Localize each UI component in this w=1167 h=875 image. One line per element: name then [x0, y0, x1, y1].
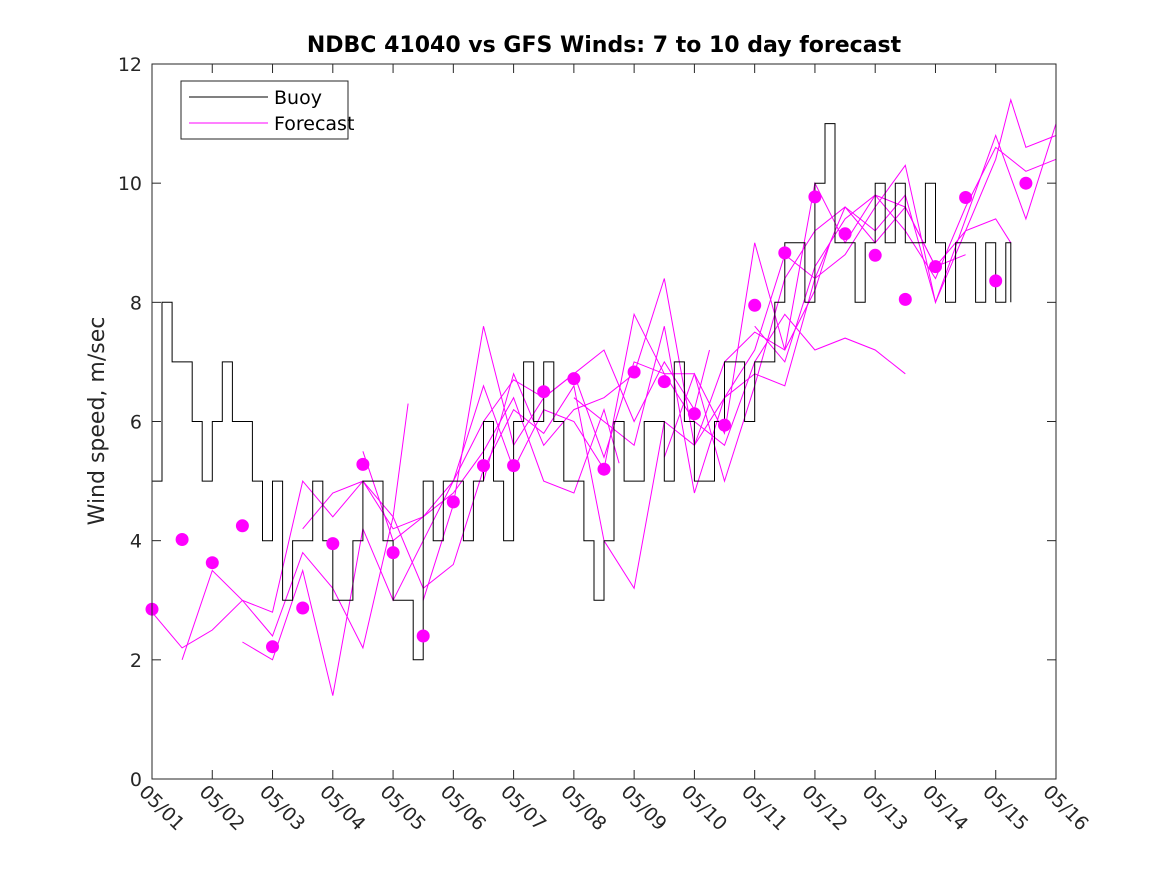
forecast-marker-8 [356, 457, 370, 471]
y-tick-label: 4 [130, 531, 142, 553]
forecast-marker-18 [657, 375, 671, 389]
forecast-line-10 [754, 97, 1057, 363]
forecast-marker-4 [235, 519, 249, 533]
forecast-marker-27 [929, 260, 942, 274]
forecast-marker-15 [567, 372, 581, 386]
forecast-marker-26 [898, 292, 912, 306]
chart-title: NDBC 41040 vs GFS Winds: 7 to 10 day for… [307, 33, 902, 58]
y-tick-label: 6 [130, 412, 142, 434]
legend-forecast-label: Forecast [274, 113, 354, 135]
forecast-marker-12 [477, 459, 490, 473]
forecast-marker-29 [989, 274, 1003, 288]
forecast-marker-9 [386, 546, 400, 560]
forecast-marker-5 [266, 640, 279, 654]
y-tick-label: 8 [130, 292, 142, 314]
forecast-marker-11 [446, 495, 460, 509]
forecast-line-1 [151, 403, 409, 650]
buoy-line [152, 123, 1012, 661]
forecast-marker-3 [205, 556, 219, 570]
forecast-line-4 [302, 242, 831, 590]
forecast-marker-21 [748, 298, 762, 312]
forecast-marker-14 [537, 385, 551, 399]
legend-box [180, 80, 349, 140]
forecast-marker-2 [175, 533, 189, 546]
forecast-marker-17 [627, 365, 641, 379]
forecast-marker-25 [868, 248, 882, 262]
y-tick-label: 2 [130, 650, 142, 672]
forecast-marker-20 [718, 418, 731, 432]
forecast-line-9 [663, 146, 1057, 458]
legend-buoy-label: Buoy [274, 87, 322, 109]
forecast-marker-28 [959, 191, 973, 204]
forecast-marker-30 [1019, 176, 1033, 190]
y-tick-label: 10 [118, 173, 142, 195]
forecast-marker-24 [838, 227, 852, 241]
forecast-marker-6 [296, 601, 310, 615]
forecast-marker-19 [687, 407, 701, 421]
forecast-marker-10 [416, 629, 430, 643]
y-tick-label: 0 [130, 769, 142, 791]
forecast-marker-23 [808, 190, 822, 204]
series-layer [145, 97, 1057, 696]
forecast-marker-16 [597, 462, 611, 476]
y-tick-label: 12 [118, 54, 142, 76]
forecast-marker-13 [507, 459, 521, 473]
y-axis-label: Wind speed, m/sec [85, 317, 110, 526]
forecast-marker-7 [326, 537, 340, 551]
legend: Buoy Forecast [180, 80, 354, 140]
forecast-line-2 [181, 396, 620, 660]
forecast-marker-22 [778, 246, 792, 260]
